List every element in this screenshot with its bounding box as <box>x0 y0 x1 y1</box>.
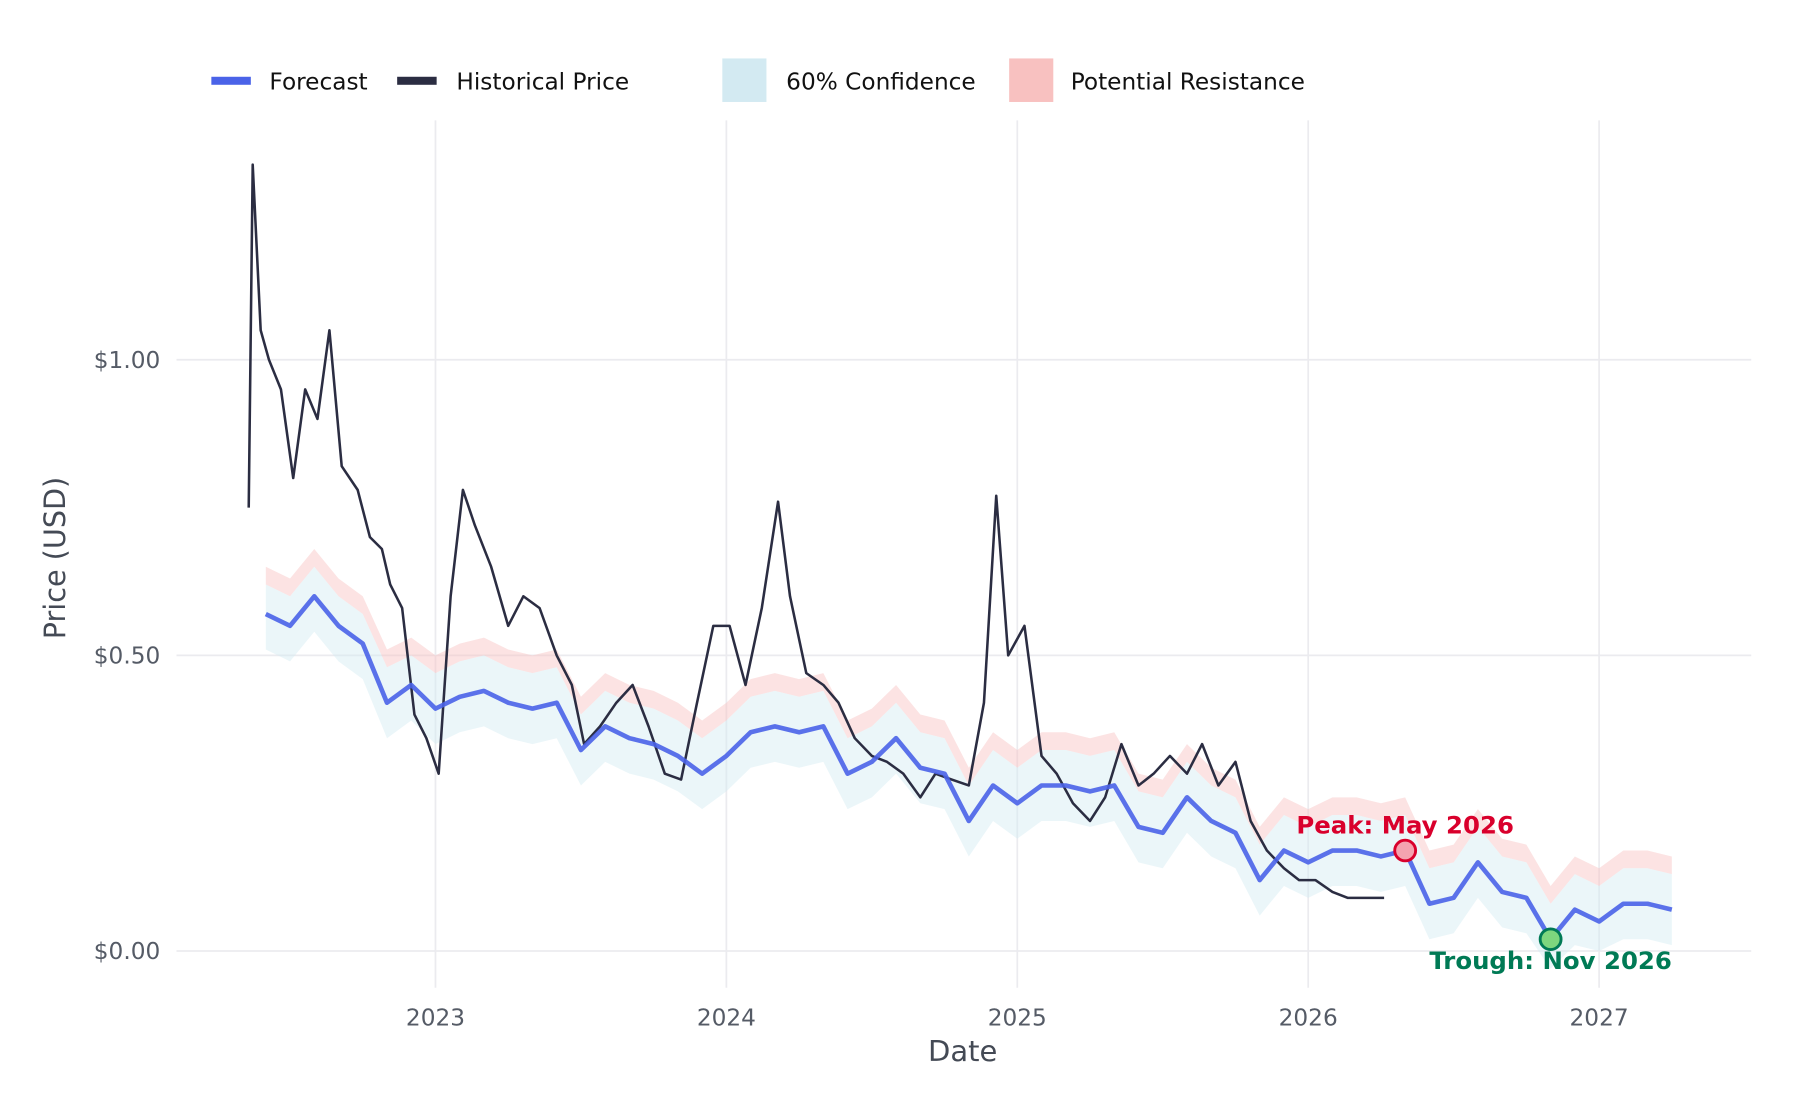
y-tick-label: $0.50 <box>94 644 160 670</box>
legend: Forecast Historical Price 60% Confidence Po… <box>211 58 1305 102</box>
y-tick-label: $0.00 <box>94 939 160 965</box>
historical-price-line <box>247 163 1385 900</box>
y-tick-label: $1.00 <box>94 348 160 374</box>
peak-marker <box>1393 838 1418 863</box>
gridlines <box>176 120 1752 988</box>
legend-swatch-1 <box>397 76 437 85</box>
x-tick-label: 2024 <box>697 1006 756 1032</box>
resistance-band <box>265 548 1672 904</box>
annotations: Peak: May 2026 Trough: Nov 2026 <box>1296 811 1671 974</box>
series-lines <box>247 163 1673 942</box>
x-axis-label: Date <box>928 1034 997 1068</box>
trough-label: Trough: Nov 2026 <box>1429 947 1672 975</box>
confidence-band <box>265 566 1672 969</box>
x-tick-label: 2025 <box>988 1006 1047 1032</box>
legend-label: Forecast <box>269 70 367 96</box>
legend-swatch-0 <box>211 76 251 85</box>
bands <box>265 548 1672 969</box>
x-tick-label: 2026 <box>1279 1006 1338 1032</box>
legend-label: 60% Confidence <box>786 70 976 96</box>
forecast-line <box>264 594 1673 942</box>
legend-swatch-2 <box>722 58 767 102</box>
y-axis-label: Price (USD) <box>38 477 72 639</box>
x-tick-label: 2027 <box>1570 1006 1629 1032</box>
legend-label: Potential Resistance <box>1071 70 1305 96</box>
legend-swatch-3 <box>1009 58 1054 102</box>
peak-label: Peak: May 2026 <box>1296 811 1514 839</box>
tick-labels: 2023 2024 2025 2026 2027 $0.00 $0.50 $1.00 <box>94 348 1629 1032</box>
legend-label: Historical Price <box>456 70 629 96</box>
trough-marker <box>1538 927 1563 951</box>
x-tick-label: 2023 <box>406 1006 465 1032</box>
